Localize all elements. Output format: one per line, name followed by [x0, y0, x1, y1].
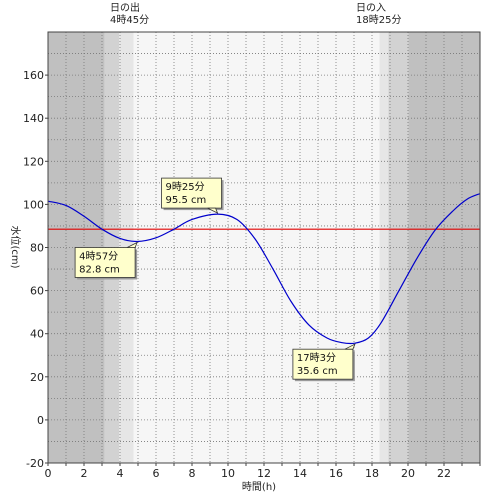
y-tick-label: 60 [30, 285, 44, 298]
grid [48, 32, 480, 463]
sunrise-time: 4時45分 [110, 14, 149, 26]
x-tick-label: 12 [257, 467, 271, 480]
tide-line-0 [47, 193, 481, 345]
x-tick-label: 18 [365, 467, 379, 480]
callout-level: 95.5 cm [166, 195, 207, 206]
x-tick-label: 22 [437, 467, 451, 480]
y-tick-label: 120 [23, 155, 44, 168]
x-tick-label: 2 [81, 467, 88, 480]
y-tick-label: 40 [30, 328, 44, 341]
y-tick-label: 100 [23, 198, 44, 211]
x-tick-label: 8 [189, 467, 196, 480]
x-tick-label: 0 [45, 467, 52, 480]
callout-pointer [126, 241, 138, 248]
callout-level: 35.6 cm [297, 366, 338, 377]
callouts: 4時57分 82.8 cm 9時25分 95.5 cm 17時3分 35.6 cm [74, 177, 356, 382]
callout-0: 4時57分 82.8 cm [74, 241, 138, 280]
callout-box [161, 177, 222, 209]
callout-time: 4時57分 [79, 250, 118, 262]
callout-1: 9時25分 95.5 cm [161, 177, 224, 214]
callout-time: 9時25分 [166, 181, 205, 193]
axis-ticks: 0 2 4 6 8 10 12 14 16 18 20 22-20020406080100120140… [23, 69, 481, 480]
callout-pointer [207, 207, 219, 214]
sunrise-title: 日の出 [110, 1, 140, 14]
callout-level: 82.8 cm [79, 264, 120, 275]
callout-box [292, 348, 354, 380]
callout-box [74, 247, 136, 278]
y-tick-label: -20 [26, 457, 44, 470]
x-axis-title: 時間(h) [242, 481, 276, 493]
y-tick-label: 160 [23, 69, 44, 82]
y-tick-label: 20 [30, 371, 44, 384]
y-tick-label: 140 [23, 112, 44, 125]
sunset-title: 日の入 [356, 3, 386, 14]
tide-series [47, 193, 481, 345]
callout-pointer [344, 343, 356, 350]
x-tick-label: 20 [401, 467, 415, 480]
x-tick-label: 6 [153, 467, 160, 480]
y-axis-title: 水位(cm) [9, 225, 22, 268]
x-tick-label: 10 [221, 467, 235, 480]
y-tick-label: 80 [30, 242, 44, 255]
x-tick-label: 16 [329, 467, 343, 480]
y-tick-label: 0 [37, 414, 44, 427]
x-tick-label: 14 [293, 467, 307, 480]
callout-time: 17時3分 [297, 352, 336, 364]
x-tick-label: 4 [117, 467, 124, 480]
callout-2: 17時3分 35.6 cm [292, 343, 356, 382]
sunset-time: 18時25分 [356, 14, 401, 26]
